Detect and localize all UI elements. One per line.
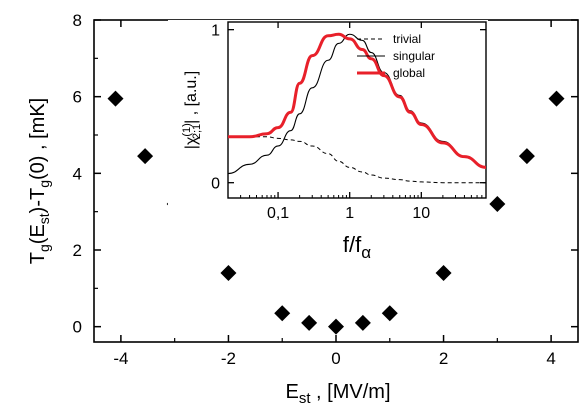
x-axis-label: Est , [MV/m] [285, 381, 390, 405]
y-tick-label: 2 [73, 241, 82, 260]
inset-x-tick-label: 0,1 [267, 205, 289, 222]
inset-x-axis-label: f/fα [343, 232, 371, 262]
inset-x-tick-label: 1 [345, 205, 354, 222]
series-line-singular [228, 33, 486, 175]
y-tick-label: 8 [73, 11, 82, 30]
data-point [137, 148, 154, 165]
y-tick-label: 6 [73, 88, 82, 107]
inset-x-tick-label: 10 [412, 205, 430, 222]
data-point [274, 305, 291, 322]
data-point [435, 265, 452, 281]
data-point [489, 196, 506, 212]
inset-y-tick-label: 1 [211, 23, 220, 40]
y-axis-label: Tg(Est)-Tg(0) , [mK] [27, 98, 52, 264]
y-tick-label: 4 [73, 164, 82, 183]
inset-plot-frame [227, 21, 487, 199]
legend-label-singular: singular [393, 49, 435, 63]
x-tick-label: 0 [331, 349, 340, 368]
data-point [107, 90, 124, 107]
y-tick-label: 0 [73, 318, 82, 337]
series-line-trivial [228, 136, 486, 184]
x-tick-label: -2 [221, 349, 236, 368]
legend-label-trivial: trivial [393, 32, 421, 46]
inset-y-tick-label: 0 [211, 176, 220, 193]
data-point [518, 148, 535, 165]
data-point [354, 314, 371, 331]
x-tick-label: -4 [113, 349, 128, 368]
data-point [220, 265, 237, 281]
data-point [328, 318, 344, 335]
data-point [301, 314, 318, 331]
data-point [381, 305, 398, 322]
inset-y-axis-label: |χ(1)2;1| , [a.u.] [181, 71, 203, 149]
x-tick-label: 2 [439, 349, 448, 368]
legend-label-global: global [393, 66, 425, 80]
x-tick-label: 4 [546, 349, 555, 368]
series-line-global [228, 32, 486, 169]
data-point [548, 90, 565, 107]
